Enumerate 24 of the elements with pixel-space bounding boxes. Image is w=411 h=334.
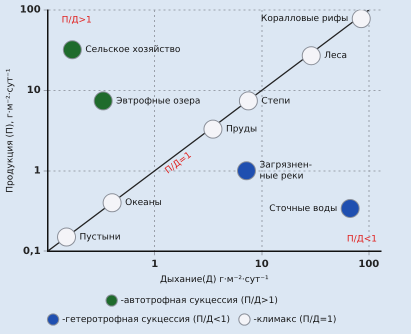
- annotation: Эвтрофные озера: [116, 96, 200, 106]
- annotation: Загрязнен-ные реки: [259, 160, 312, 182]
- annotation: Пруды: [226, 124, 258, 134]
- x-tick-label: 1: [151, 258, 158, 270]
- x-axis-title: Дыхание(Д) г·м⁻²·сут⁻¹: [160, 274, 270, 285]
- annotation: П/Д<1: [346, 234, 377, 245]
- annotation: Сельское хозяйство: [85, 45, 181, 56]
- annotation: Степи: [261, 96, 290, 106]
- y-axis-title: Продукция (П), г·м⁻²·сут⁻¹: [6, 68, 16, 193]
- legend-label: -климакс (П/Д=1): [253, 314, 336, 325]
- y-tick-label: 0,1: [22, 246, 41, 257]
- annotation: Коралловые рифы: [260, 14, 348, 24]
- x-tick-label: 100: [358, 258, 380, 270]
- legend-label: -автотрофная сукцессия (П/Д>1): [120, 296, 278, 306]
- annotation: Леса: [324, 51, 348, 62]
- x-tick-label: 10: [254, 258, 269, 270]
- y-tick-label: 1: [34, 165, 41, 176]
- legend-label: -гетеротрофная сукцессия (П/Д<1): [62, 314, 230, 325]
- annotation: Океаны: [125, 198, 162, 208]
- annotation: Сточные воды: [269, 204, 338, 214]
- annotation: Пустыни: [80, 232, 121, 242]
- annotation: П/Д>1: [62, 15, 92, 26]
- y-tick-label: 10: [26, 84, 41, 96]
- y-tick-label: 100: [20, 4, 41, 16]
